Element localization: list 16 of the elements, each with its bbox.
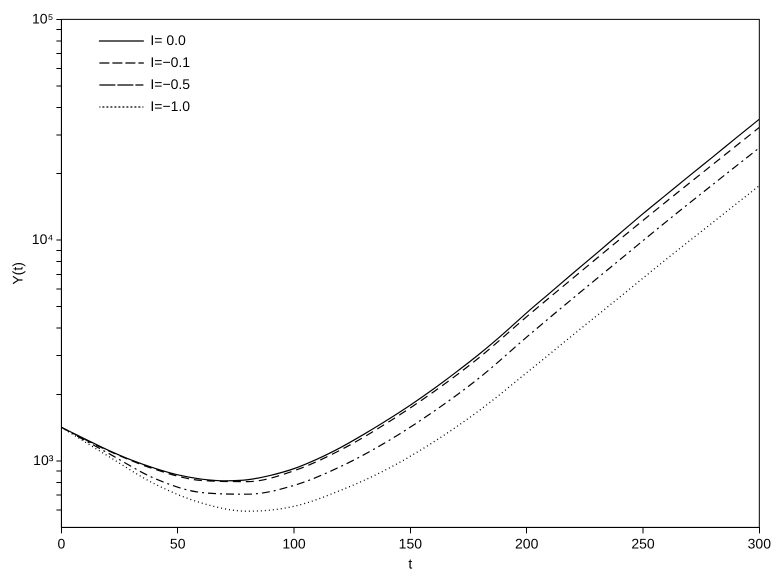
legend-label: I=−0.1 <box>150 54 190 70</box>
y-tick-label: 10⁴ <box>32 231 54 248</box>
x-tick-label: 150 <box>398 536 422 552</box>
x-tick-label: 100 <box>282 536 306 552</box>
legend-label: I=−1.0 <box>150 98 190 114</box>
y-tick-label: 10³ <box>33 452 54 468</box>
x-tick-label: 50 <box>170 536 186 552</box>
x-tick-label: 300 <box>748 536 772 552</box>
x-tick-label: 0 <box>57 536 66 552</box>
y-axis-title: Y(t) <box>9 262 26 285</box>
x-axis-title: t <box>408 555 412 572</box>
x-tick-label: 250 <box>631 536 655 552</box>
x-tick-label: 200 <box>514 536 539 552</box>
legend-label: I=−0.5 <box>150 76 190 92</box>
legend-label: I= 0.0 <box>150 32 186 48</box>
y-tick-label: 10⁵ <box>32 10 54 26</box>
